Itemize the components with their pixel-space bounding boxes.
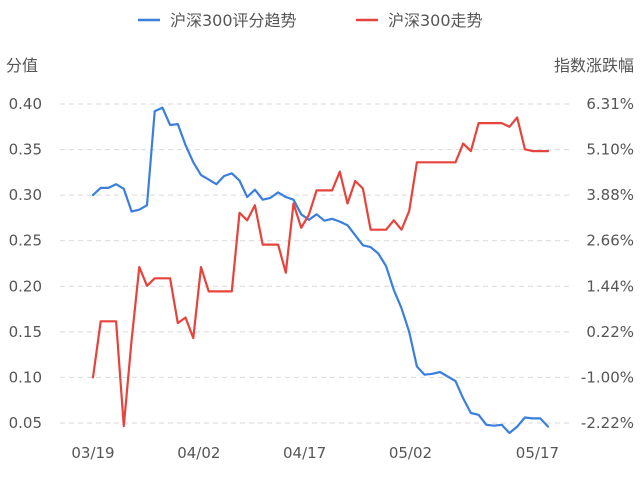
left-tick-label: 0.20 xyxy=(9,277,42,295)
legend-item-score: 沪深300评分趋势 xyxy=(138,11,297,30)
left-tick-label: 0.35 xyxy=(9,141,42,159)
left-tick-label: 0.15 xyxy=(9,323,42,341)
x-tick-label: 04/17 xyxy=(283,444,326,462)
right-axis-title: 指数涨跌幅 xyxy=(554,56,634,75)
left-tick-label: 0.30 xyxy=(9,186,42,204)
series-lines xyxy=(91,106,550,435)
x-tick-label: 05/02 xyxy=(389,444,432,462)
right-tick-label: 3.88% xyxy=(586,186,634,204)
left-tick-label: 0.10 xyxy=(9,368,42,386)
grid-lines xyxy=(60,103,570,424)
right-tick-label: 1.44% xyxy=(586,277,634,295)
right-tick-label: 0.22% xyxy=(586,323,634,341)
legend-item-index: 沪深300走势 xyxy=(356,11,483,30)
left-axis-ticks: 0.05 0.10 0.15 0.20 0.25 0.30 0.35 0.40 xyxy=(9,95,42,432)
x-tick-label: 03/19 xyxy=(71,444,114,462)
left-axis-title: 分值 xyxy=(6,56,38,75)
x-tick-label: 05/17 xyxy=(516,444,559,462)
legend-label-index: 沪深300走势 xyxy=(388,11,483,30)
x-axis-ticks: 03/19 04/02 04/17 05/02 05/17 xyxy=(71,444,559,462)
left-tick-label: 0.25 xyxy=(9,232,42,250)
x-tick-label: 04/02 xyxy=(177,444,220,462)
right-axis-ticks: -2.22% -1.00% 0.22% 1.44% 2.66% 3.88% 5.10% 6.3… xyxy=(581,95,634,432)
series-line-score xyxy=(91,106,550,435)
legend-label-score: 沪深300评分趋势 xyxy=(170,11,297,30)
right-tick-label: 5.10% xyxy=(586,141,634,159)
right-tick-label: 6.31% xyxy=(586,95,634,113)
series-line-index xyxy=(91,116,550,428)
left-tick-label: 0.40 xyxy=(9,95,42,113)
left-tick-label: 0.05 xyxy=(9,414,42,432)
legend: 沪深300评分趋势 沪深300走势 xyxy=(138,11,483,30)
right-tick-label: -2.22% xyxy=(581,414,634,432)
right-tick-label: -1.00% xyxy=(581,368,634,386)
right-tick-label: 2.66% xyxy=(586,232,634,250)
